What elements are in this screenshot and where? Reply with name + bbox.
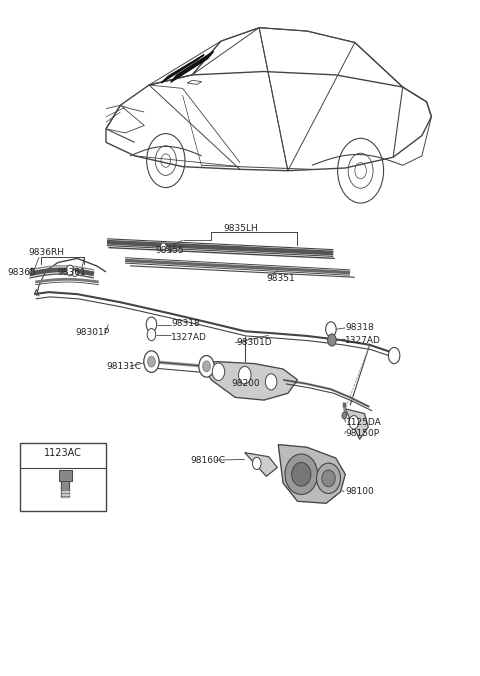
- Circle shape: [147, 329, 156, 341]
- Text: 98301D: 98301D: [236, 338, 272, 347]
- Polygon shape: [202, 362, 298, 400]
- Text: 9836RH: 9836RH: [28, 249, 64, 258]
- Text: 98318: 98318: [171, 319, 200, 329]
- Circle shape: [265, 374, 277, 390]
- Polygon shape: [278, 445, 345, 503]
- Text: 1125DA: 1125DA: [346, 418, 382, 427]
- Text: 1123AC: 1123AC: [44, 448, 82, 458]
- Text: 98301P: 98301P: [75, 328, 109, 337]
- Text: 98100: 98100: [345, 487, 374, 496]
- Circle shape: [203, 361, 210, 372]
- Text: 98361: 98361: [57, 268, 86, 277]
- Polygon shape: [61, 481, 69, 498]
- Circle shape: [160, 243, 166, 251]
- Text: 98150P: 98150P: [346, 429, 380, 438]
- Ellipse shape: [322, 470, 335, 487]
- Circle shape: [146, 317, 157, 332]
- Circle shape: [349, 416, 359, 429]
- Bar: [20, 443, 106, 510]
- Polygon shape: [345, 409, 368, 439]
- Polygon shape: [170, 51, 214, 82]
- Circle shape: [388, 347, 400, 364]
- Circle shape: [327, 334, 336, 346]
- Text: 98355: 98355: [156, 247, 184, 256]
- Ellipse shape: [285, 454, 318, 495]
- Text: 9835LH: 9835LH: [224, 224, 258, 233]
- Circle shape: [148, 356, 156, 367]
- Circle shape: [252, 458, 261, 470]
- Text: 1327AD: 1327AD: [345, 336, 381, 345]
- Text: 98318: 98318: [345, 322, 374, 332]
- Circle shape: [72, 270, 77, 276]
- Circle shape: [239, 366, 251, 384]
- Circle shape: [199, 356, 214, 377]
- Circle shape: [342, 412, 347, 419]
- Circle shape: [325, 322, 336, 337]
- Text: 98365: 98365: [7, 268, 36, 277]
- Polygon shape: [161, 55, 204, 83]
- Text: 1327AD: 1327AD: [171, 333, 207, 343]
- Circle shape: [212, 363, 225, 381]
- Circle shape: [168, 247, 172, 252]
- Text: 98200: 98200: [231, 379, 260, 389]
- Text: 98351: 98351: [266, 274, 295, 283]
- Ellipse shape: [292, 462, 311, 486]
- Circle shape: [144, 351, 159, 372]
- Text: 98160C: 98160C: [190, 456, 225, 464]
- Circle shape: [66, 265, 74, 276]
- Polygon shape: [245, 453, 277, 477]
- Ellipse shape: [317, 463, 340, 493]
- Bar: [59, 470, 72, 481]
- Text: 98131C: 98131C: [106, 362, 141, 371]
